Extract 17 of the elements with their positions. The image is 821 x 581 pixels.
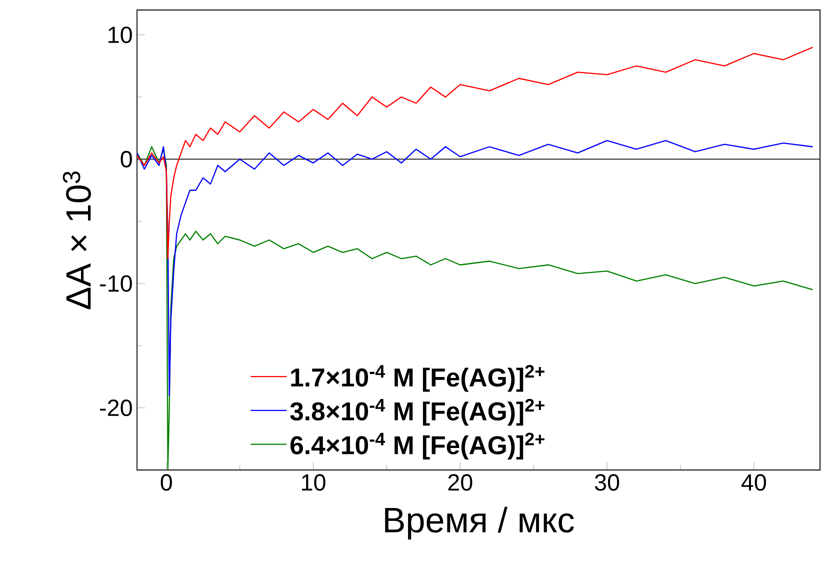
y-axis-title: ΔA × 10$^{3}$ [62, 171, 91, 310]
x-tick-label: 10 [302, 474, 326, 491]
line-series [137, 46, 814, 260]
y-tick-label: -20 [100, 400, 132, 416]
legend-label: 1.7×10$^{-4}$ M [Fe(AG)]$^{2+}$ [291, 364, 544, 392]
x-tick-label: 40 [741, 474, 766, 491]
y-tick-label: 0 [120, 150, 132, 168]
y-tick-label: -10 [100, 275, 132, 292]
y-tick-label: 10 [108, 26, 132, 44]
line-series [137, 140, 814, 396]
x-axis-title: Время / мкс [385, 506, 574, 540]
x-tick-label: 0 [160, 474, 172, 491]
x-tick-label: 30 [594, 474, 620, 491]
legend-label: 3.8×10$^{-4}$ M [Fe(AG)]$^{2+}$ [290, 398, 544, 426]
x-tick-label: 20 [448, 474, 472, 491]
legend-label: 6.4×10$^{-4}$ M [Fe(AG)]$^{2+}$ [290, 432, 544, 460]
line-series [137, 146, 814, 470]
